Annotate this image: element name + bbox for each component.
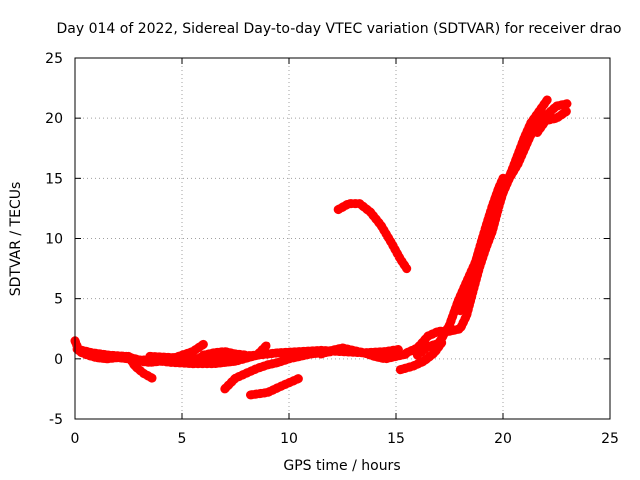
x-tick-label: 20: [494, 431, 512, 447]
series-track-m-markers: [455, 173, 508, 316]
series-track-l-markers: [412, 99, 572, 360]
chart-title: Day 014 of 2022, Sidereal Day-to-day VTE…: [56, 21, 621, 37]
y-tick-label: 5: [54, 292, 63, 308]
x-tick-label: 5: [178, 431, 187, 447]
series-track-i-markers: [333, 199, 412, 274]
data-series: [70, 94, 572, 400]
tick-marks: [74, 57, 611, 420]
x-axis-label: GPS time / hours: [283, 458, 400, 474]
series-track-n-markers: [524, 106, 572, 138]
y-tick-label: 25: [45, 51, 63, 67]
x-tick-label: 10: [280, 431, 298, 447]
x-tick-label: 15: [387, 431, 405, 447]
x-tick-label: 0: [71, 431, 80, 447]
x-tick-label: 25: [601, 431, 619, 447]
y-tick-label: 15: [45, 171, 63, 187]
series-track-g-markers: [246, 373, 305, 400]
series-track-c-markers: [124, 351, 157, 383]
y-tick-label: 10: [45, 232, 63, 248]
y-tick-label: 0: [54, 352, 63, 368]
y-tick-labels: -5 0 5 10 15 20 25: [45, 51, 63, 428]
series-track-h-markers: [316, 343, 412, 364]
series-track-f-markers: [220, 347, 337, 394]
x-tick-labels: 0 5 10 15 20 25: [71, 431, 619, 447]
y-tick-label: 20: [45, 111, 63, 127]
series-track-j-markers: [395, 336, 448, 375]
y-tick-label: -5: [49, 412, 63, 428]
y-axis-label: SDTVAR / TECUs: [8, 182, 24, 297]
series-track-e-markers: [188, 347, 251, 369]
